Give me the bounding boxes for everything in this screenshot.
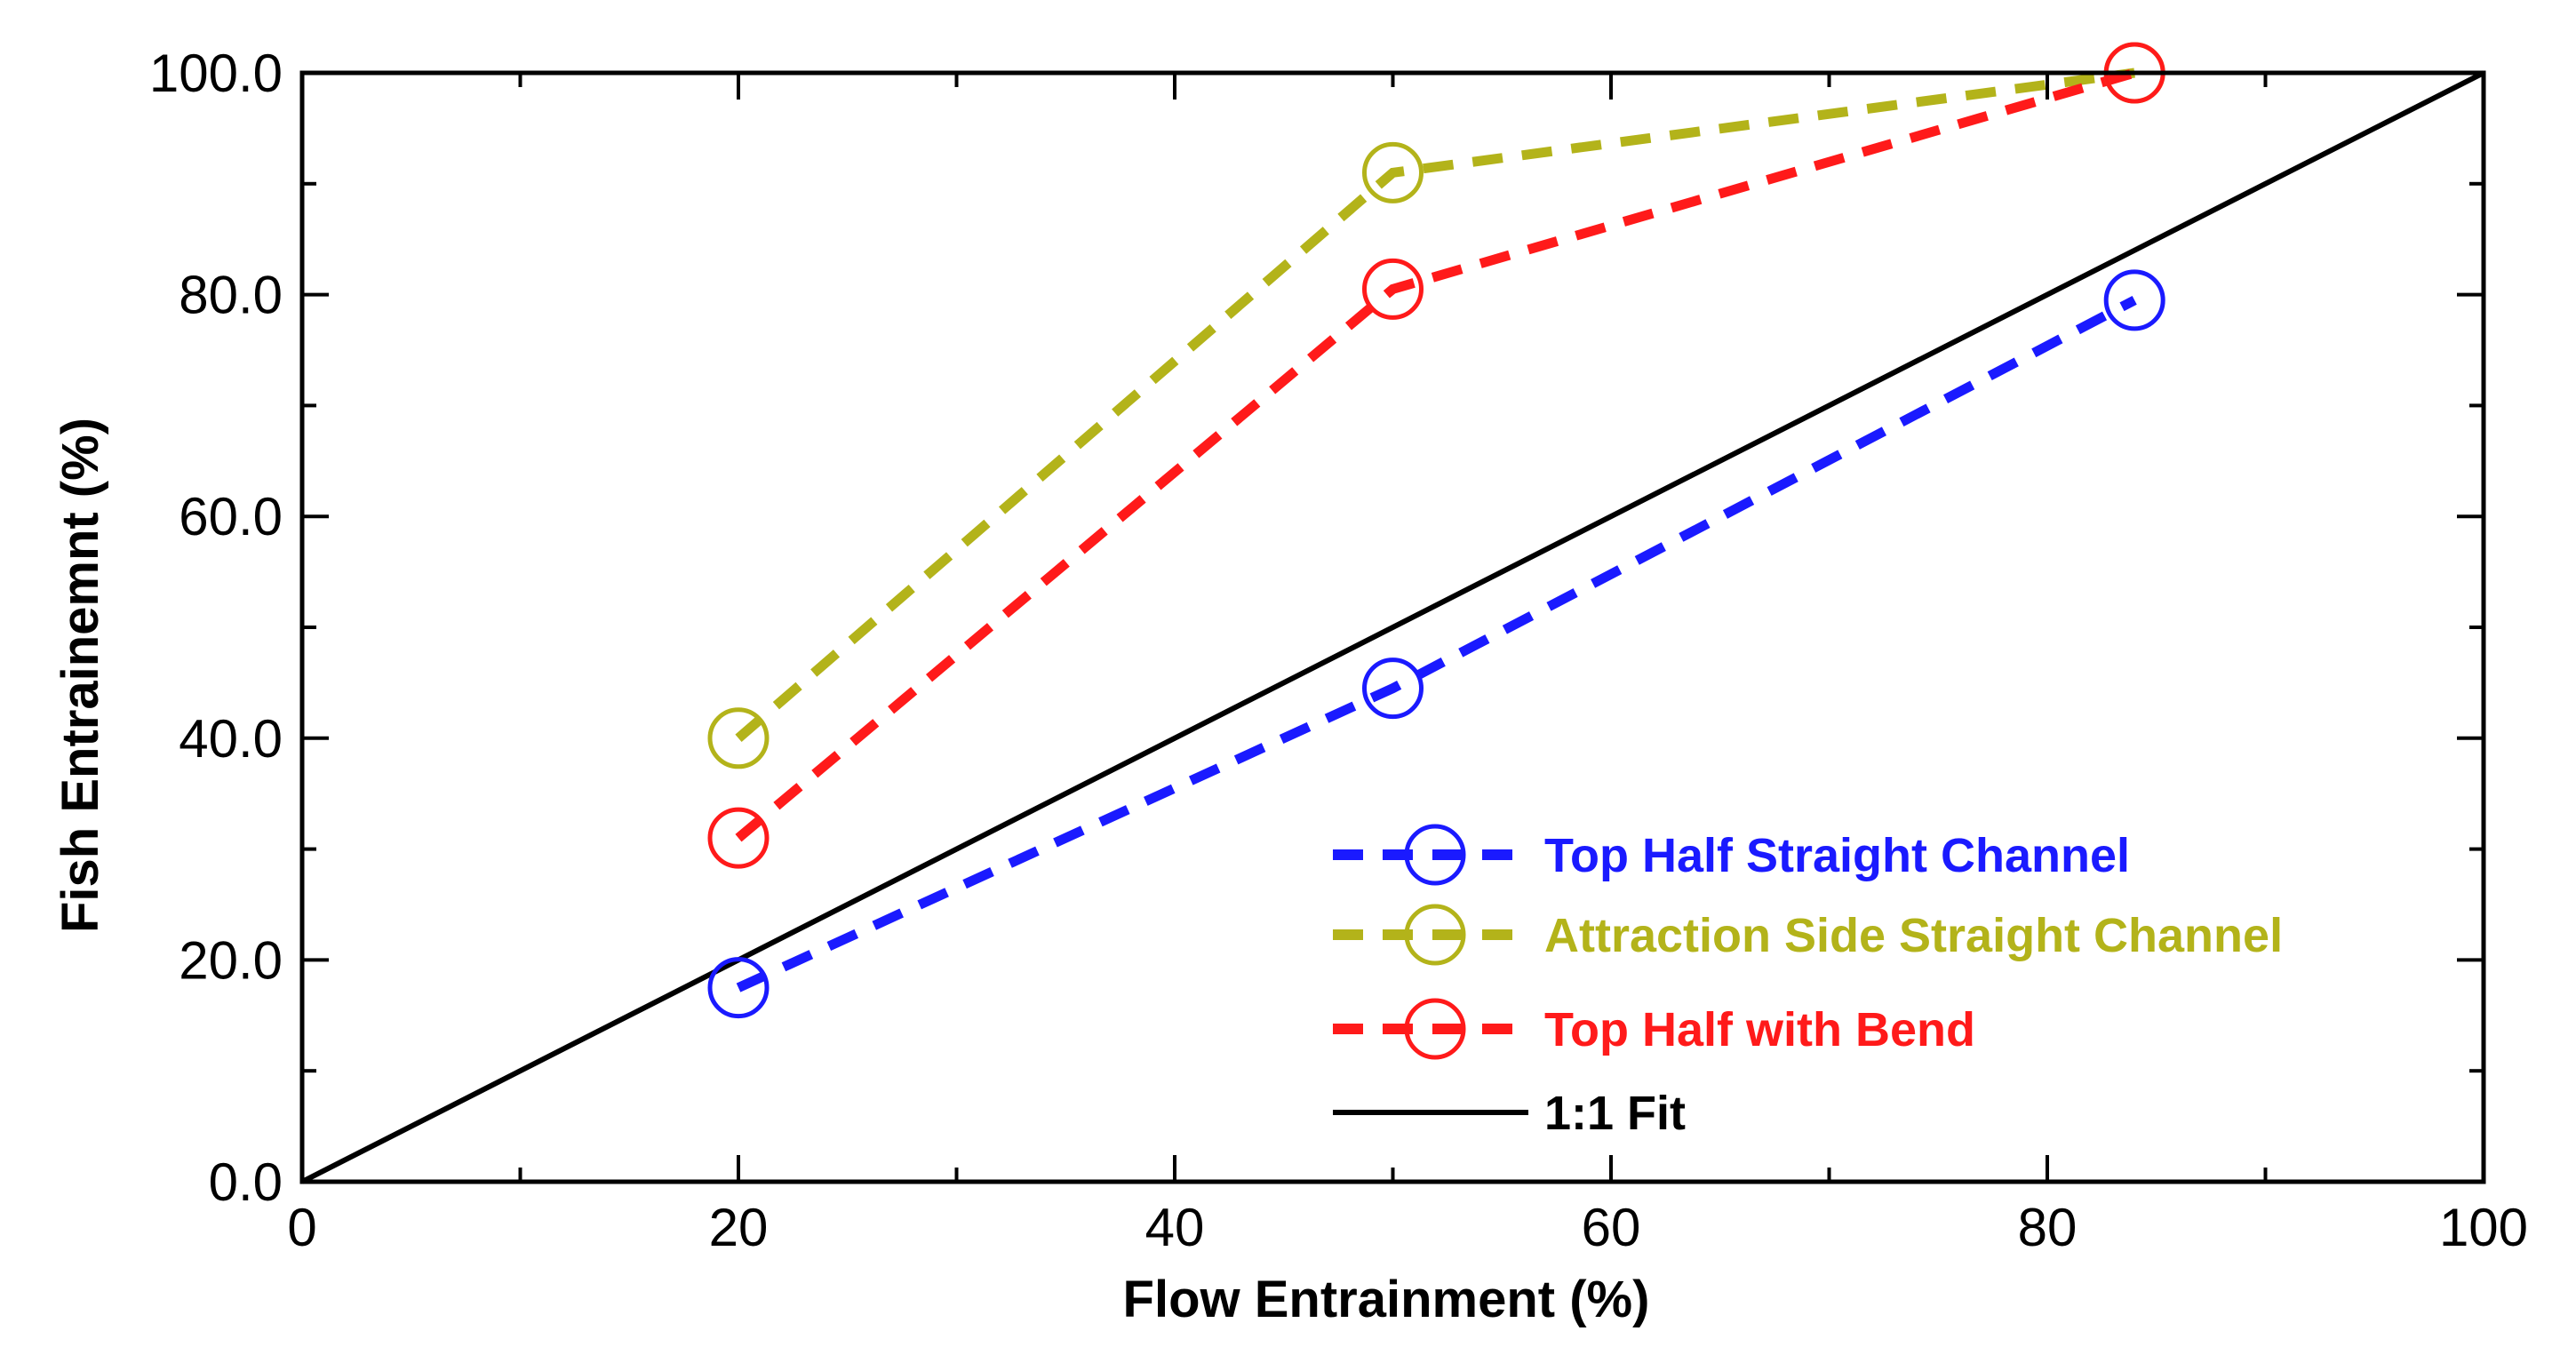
series-marker-0 [707,957,770,1019]
series-marker-0 [2103,269,2165,331]
legend-marker-1 [1404,904,1466,966]
series-marker-1 [707,707,770,769]
y-axis-title: Fish Entrainemnt (%) [52,418,109,933]
x-tick-label: 40 [1145,1198,1205,1257]
y-tick-label: 60.0 [179,487,283,546]
x-tick-label: 80 [2018,1198,2078,1257]
legend-label-3: 1:1 Fit [1544,1087,1686,1140]
legend: Top Half Straight Channel Attraction Side… [1333,824,2283,1140]
plot-area [300,42,2485,1184]
y-tick-label: 0.0 [209,1152,283,1212]
series-line-0 [736,295,2137,992]
y-tick-label: 40.0 [179,709,283,769]
y-tick-label: 80.0 [179,266,283,325]
y-tick-label: 100.0 [149,44,283,103]
legend-label-0: Top Half Straight Channel [1544,829,2130,882]
x-tick-label: 0 [287,1198,316,1257]
x-tick-label: 20 [709,1198,769,1257]
x-tick-label: 60 [1582,1198,1641,1257]
series-line-1 [735,68,2135,742]
series-marker-0 [1362,658,1424,720]
series-line-3 [300,70,2485,1184]
y-tick-label: 20.0 [179,930,283,990]
x-axis-title: Flow Entrainment (%) [1123,1271,1650,1328]
axes: 0 20 40 60 80 100 0.0 20.0 40.0 60.0 80.0 100.0 [149,44,2528,1257]
series-marker-1 [1362,141,1424,203]
x-tick-label: 100 [2439,1198,2528,1257]
series-line-2 [735,68,2136,842]
series-marker-2 [1362,258,1424,320]
series-marker-2 [707,807,770,869]
legend-label-2: Top Half with Bend [1544,1003,1975,1056]
legend-marker-2 [1404,998,1466,1060]
legend-marker-0 [1404,824,1466,886]
legend-label-1: Attraction Side Straight Channel [1544,909,2283,962]
